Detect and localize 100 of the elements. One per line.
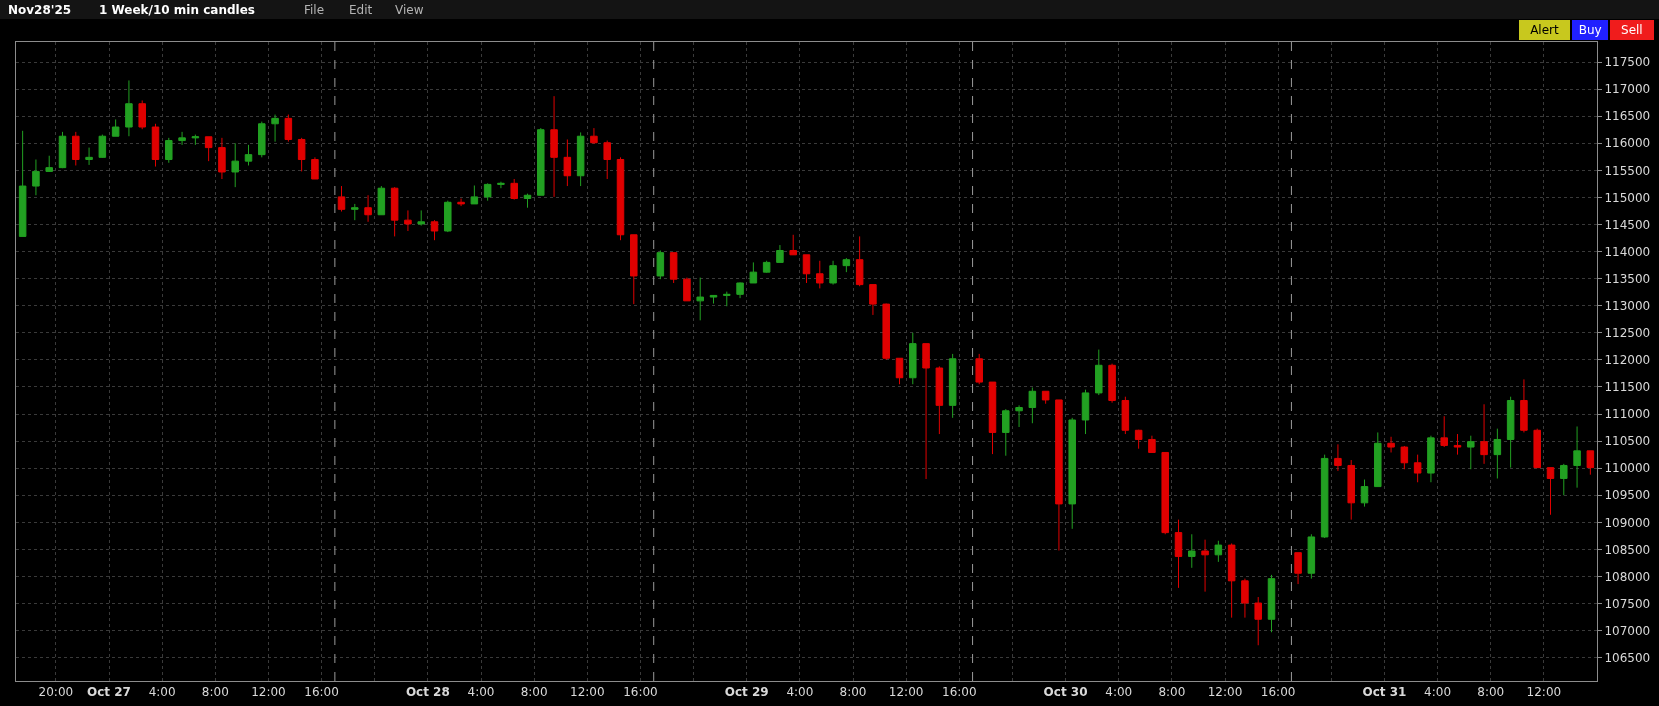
candlestick	[1467, 435, 1475, 470]
y-tick-label: 107000	[1604, 623, 1651, 638]
candlestick	[178, 131, 186, 146]
candlestick	[922, 343, 930, 480]
y-tick-label: 112500	[1604, 326, 1651, 340]
x-tick-label: 16:00	[941, 685, 977, 700]
candlestick	[590, 127, 598, 145]
y-tick-label: 110500	[1604, 434, 1651, 449]
candlestick	[935, 365, 944, 435]
candlestick	[1241, 578, 1249, 619]
candlestick	[1267, 574, 1276, 633]
candlestick	[1081, 389, 1090, 435]
x-tick-label: 4:00	[148, 685, 176, 700]
y-tick-label: 115000	[1604, 190, 1651, 205]
candlestick	[444, 200, 452, 233]
candlestick	[470, 185, 479, 205]
candlestick	[1121, 396, 1130, 435]
x-tick-label: 4:00	[1105, 685, 1133, 700]
candlestick	[550, 95, 558, 198]
x-tick-label: 8:00	[1158, 685, 1186, 700]
candlestick	[709, 294, 718, 305]
candlestick	[537, 127, 545, 196]
candlestick	[1320, 454, 1329, 539]
x-tick-label: 12:00	[251, 685, 286, 700]
x-tick-label: 12:00	[888, 685, 924, 700]
candlestick	[18, 130, 27, 237]
candlestick	[802, 254, 811, 284]
y-tick-label: 106500	[1604, 650, 1651, 665]
y-tick-label: 116500	[1604, 109, 1651, 124]
candlestick	[1546, 467, 1555, 516]
x-tick-label: 12:00	[1526, 685, 1562, 700]
candlestick	[1387, 436, 1395, 453]
candlestick	[1294, 552, 1302, 585]
candlestick	[1095, 349, 1103, 396]
candlestick	[1427, 435, 1435, 483]
x-tick-label: 12:00	[1207, 685, 1243, 700]
candlestick	[523, 193, 532, 209]
candlestick	[1134, 429, 1143, 450]
candlestick	[1520, 378, 1528, 433]
candlestick	[1227, 542, 1236, 619]
candlestick	[869, 284, 877, 316]
candlestick	[656, 249, 665, 280]
candlestick	[669, 252, 678, 284]
candlestick	[1148, 435, 1156, 453]
x-tick-label: Oct 30	[1043, 685, 1088, 700]
candlestick	[1560, 463, 1568, 496]
text: Sell	[1621, 23, 1643, 37]
candlestick	[497, 181, 505, 189]
candlestick	[895, 357, 904, 385]
candlestick	[351, 203, 359, 221]
candlestick	[776, 244, 784, 264]
candlestick	[855, 235, 864, 287]
text: View	[395, 3, 424, 17]
candlestick	[829, 260, 837, 286]
candlestick	[244, 144, 253, 166]
candlestick	[138, 99, 146, 130]
y-tick-label: 112000	[1604, 353, 1651, 368]
y-tick-label: 115500	[1604, 163, 1651, 178]
text: Buy	[1578, 23, 1602, 37]
x-tick-label: 8:00	[1477, 685, 1505, 700]
candlestick	[271, 114, 279, 143]
y-tick-label: 109500	[1604, 488, 1651, 503]
candlestick	[816, 260, 824, 289]
chart-title: Nov28'25	[8, 3, 72, 17]
candlestick	[1347, 459, 1355, 521]
candlestick	[762, 260, 771, 274]
y-tick-label: 113000	[1604, 298, 1651, 313]
candlestick	[1586, 450, 1595, 476]
candlestick	[32, 159, 40, 196]
candlestick	[1015, 404, 1023, 428]
candlestick	[1453, 433, 1462, 456]
candlestick	[1161, 451, 1169, 535]
y-tick-label: 111500	[1604, 380, 1651, 395]
x-tick-label: 12:00	[569, 685, 605, 700]
candlestick	[842, 257, 851, 273]
candlestick	[231, 142, 239, 188]
candlestick	[72, 131, 80, 166]
candlestick	[1254, 596, 1262, 646]
candlestick	[630, 234, 638, 305]
candlestick	[909, 332, 917, 385]
candlestick	[616, 156, 625, 241]
candlestick	[948, 353, 957, 419]
candlestick	[165, 137, 173, 164]
y-tick-label: 114500	[1604, 217, 1651, 232]
candlestick	[125, 79, 133, 137]
text: Edit	[349, 3, 373, 17]
candlestick	[1041, 390, 1050, 405]
candlestick	[576, 131, 585, 187]
x-tick-label: 16:00	[304, 685, 339, 700]
candlestick	[1028, 386, 1037, 424]
y-tick-label: 107500	[1604, 596, 1651, 611]
candlestick	[723, 291, 731, 307]
candlestick	[204, 136, 213, 162]
candlestick	[988, 381, 997, 455]
x-tick-label: 20:00	[38, 685, 74, 700]
candlestick	[311, 156, 319, 180]
candlestick	[1002, 408, 1010, 457]
x-tick-label: Oct 27	[87, 685, 131, 700]
candlestick	[1214, 540, 1223, 563]
candlestick	[457, 198, 465, 207]
